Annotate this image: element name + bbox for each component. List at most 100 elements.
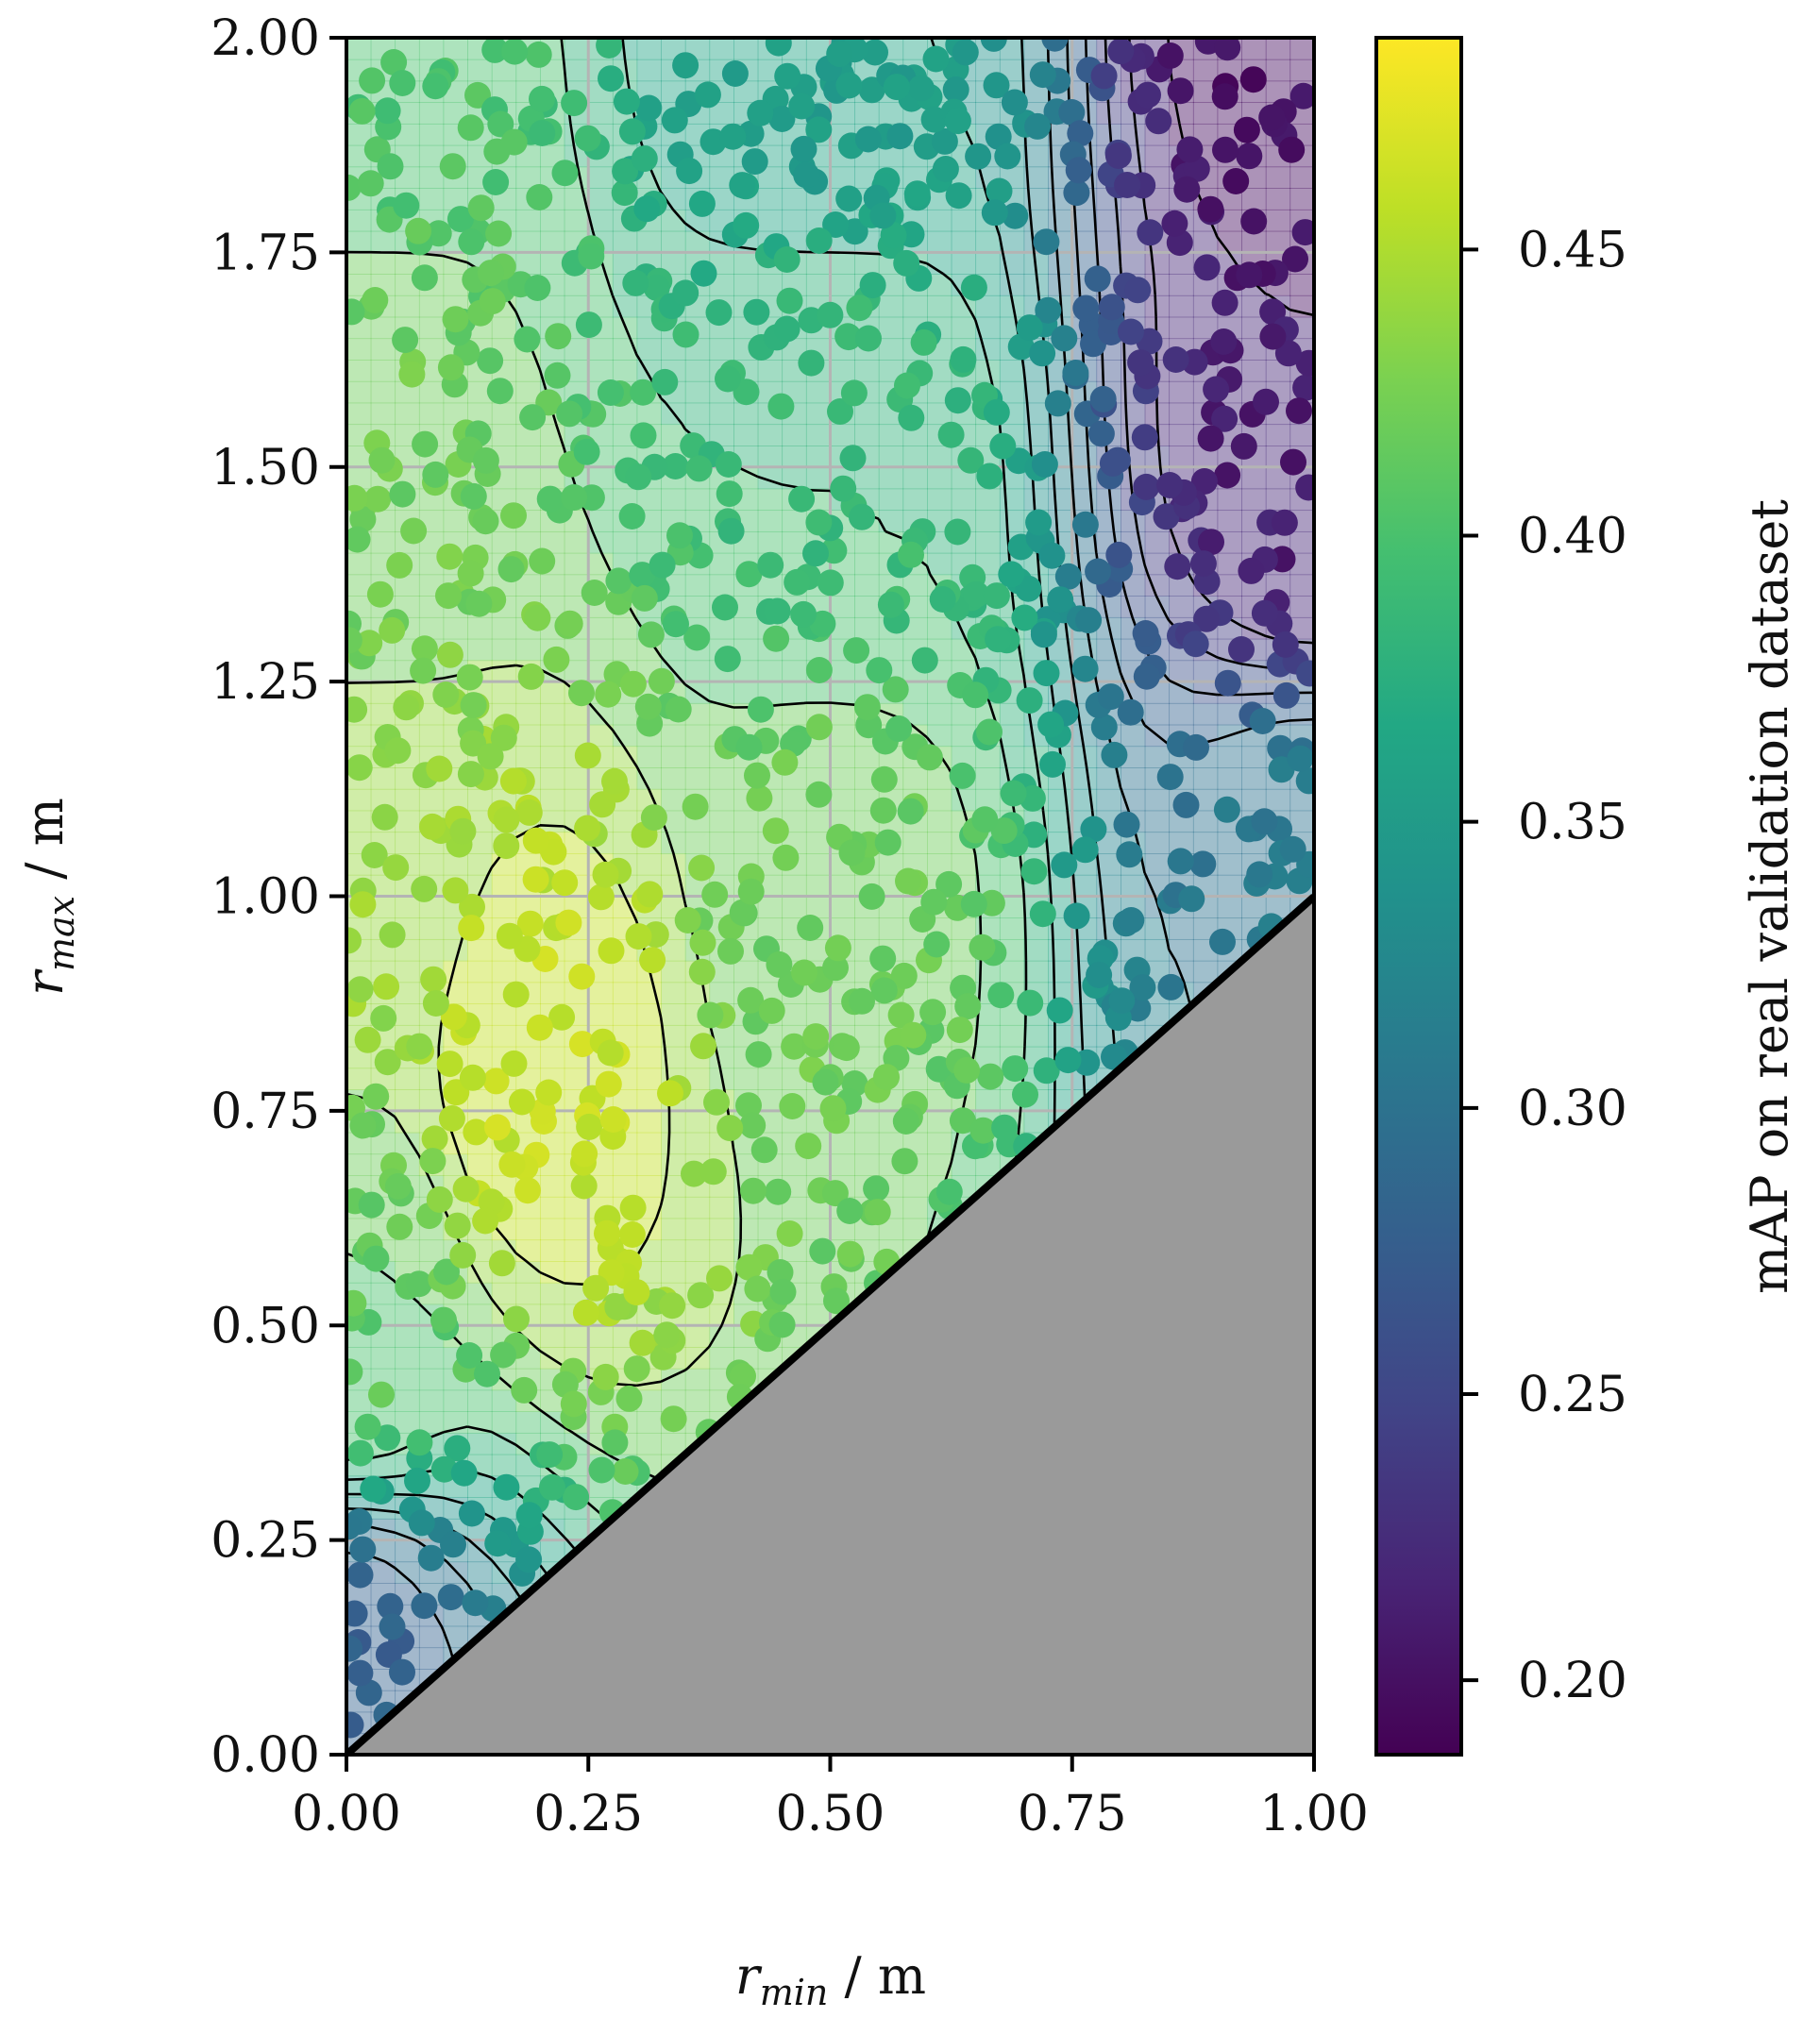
scatter-point <box>746 784 773 812</box>
scatter-point <box>1253 388 1279 415</box>
contour-cell <box>1121 938 1146 962</box>
scatter-point <box>618 503 646 530</box>
contour-cell <box>540 1282 565 1305</box>
contour-cell <box>927 1153 952 1176</box>
scatter-point <box>735 733 763 761</box>
scatter-point <box>482 169 510 195</box>
contour-cell <box>1265 188 1291 210</box>
contour-cell <box>491 1024 517 1048</box>
scatter-point <box>1167 77 1194 105</box>
scatter-point <box>1183 733 1209 761</box>
scatter-point <box>1213 796 1240 823</box>
scatter-point <box>1117 698 1144 726</box>
scatter-point <box>545 323 572 350</box>
contour-cell <box>370 402 396 426</box>
contour-cell <box>999 853 1025 876</box>
contour-cell <box>540 230 565 254</box>
scatter-point <box>551 160 579 187</box>
scatter-point <box>440 1531 466 1558</box>
scatter-point <box>1280 448 1306 476</box>
contour-cell <box>733 616 759 640</box>
contour-cell <box>467 1432 493 1455</box>
contour-cell <box>684 746 711 768</box>
scatter-point <box>594 1219 620 1247</box>
scatter-point <box>1101 741 1128 768</box>
scatter-point <box>784 568 811 596</box>
contour-cell <box>1241 767 1267 790</box>
scatter-point <box>660 1405 687 1433</box>
scatter-point <box>766 950 793 978</box>
scatter-point <box>903 180 931 208</box>
contour-cell <box>1023 1110 1049 1134</box>
contour-cell <box>1071 446 1098 468</box>
contour-cell <box>733 960 759 984</box>
scatter-point <box>613 88 640 115</box>
contour-cell <box>443 510 468 532</box>
scatter-point <box>1178 885 1205 913</box>
x-tick-label: 0.75 <box>1018 1786 1127 1842</box>
scatter-point <box>389 480 416 508</box>
scatter-point <box>362 1083 390 1110</box>
contour-cell <box>782 1196 807 1219</box>
scatter-point <box>519 404 547 431</box>
scatter-point <box>1033 228 1060 256</box>
contour-cell <box>830 917 855 940</box>
scatter-point <box>1031 451 1058 478</box>
contour-cell <box>975 102 1001 125</box>
contour-cell <box>709 853 734 876</box>
contour-cell <box>1241 466 1267 490</box>
scatter-point <box>830 475 857 502</box>
contour-cell <box>515 724 541 748</box>
scatter-point <box>574 742 601 769</box>
y-tick-label: 0.50 <box>211 1298 320 1354</box>
scatter-point <box>985 626 1012 653</box>
scatter-point <box>1272 631 1299 658</box>
scatter-point <box>612 1458 639 1485</box>
contour-cell <box>1169 660 1194 682</box>
scatter-point <box>835 185 863 212</box>
scatter-point <box>1135 81 1161 109</box>
scatter-point <box>855 325 882 352</box>
scatter-point <box>346 976 374 1003</box>
contour-cell <box>927 1089 952 1112</box>
contour-cell <box>540 1175 565 1198</box>
contour-cell <box>346 38 372 60</box>
contour-cell <box>1096 767 1121 790</box>
scatter-point <box>1016 687 1043 715</box>
contour-cell <box>443 788 468 812</box>
scatter-point <box>630 422 657 449</box>
contour-cell <box>782 874 807 898</box>
contour-cell <box>418 102 445 125</box>
scatter-point <box>666 522 693 549</box>
scatter-point <box>892 1108 919 1135</box>
scatter-point <box>697 1001 724 1029</box>
scatter-point <box>1214 462 1241 489</box>
contour-cell <box>757 917 784 940</box>
scatter-point <box>1210 328 1238 355</box>
contour-cell <box>515 1261 541 1284</box>
scatter-point <box>690 1033 716 1060</box>
contour-cell <box>467 982 493 1004</box>
scatter-point <box>437 1584 464 1611</box>
contour-cell <box>612 982 638 1004</box>
contour-cell <box>636 1003 662 1026</box>
scatter-point <box>900 1021 927 1049</box>
contour-cell <box>612 530 638 554</box>
contour-cell <box>370 252 396 275</box>
scatter-point <box>354 1026 381 1053</box>
contour-cell <box>612 230 638 254</box>
scatter-point <box>467 194 495 222</box>
scatter-point <box>712 594 738 621</box>
x-tick-label: 0.50 <box>776 1786 885 1842</box>
contour-cell <box>999 488 1025 512</box>
contour-cell <box>612 1003 638 1026</box>
contour-cell <box>1217 746 1242 768</box>
contour-cell <box>951 724 977 748</box>
scatter-point <box>1075 607 1103 634</box>
contour-cell <box>927 230 952 254</box>
contour-cell <box>1048 938 1073 962</box>
contour-cell <box>661 1218 686 1241</box>
scatter-point <box>430 1306 457 1334</box>
contour-cell <box>418 788 445 812</box>
contour-cell <box>782 424 807 446</box>
